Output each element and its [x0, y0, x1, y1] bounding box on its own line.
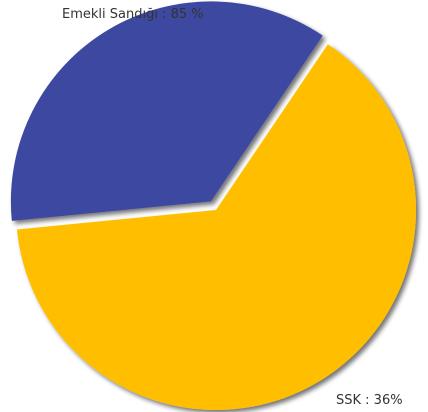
pie-slice-emekli-sand- [16, 44, 417, 411]
slice-label-emekli-sandigi: Emekli Sandığı : 85 % [62, 7, 204, 22]
slice-label-ssk: SSK : 36% [336, 393, 403, 408]
pie-slice-ssk [10, 1, 323, 221]
pie-slices [10, 1, 417, 411]
